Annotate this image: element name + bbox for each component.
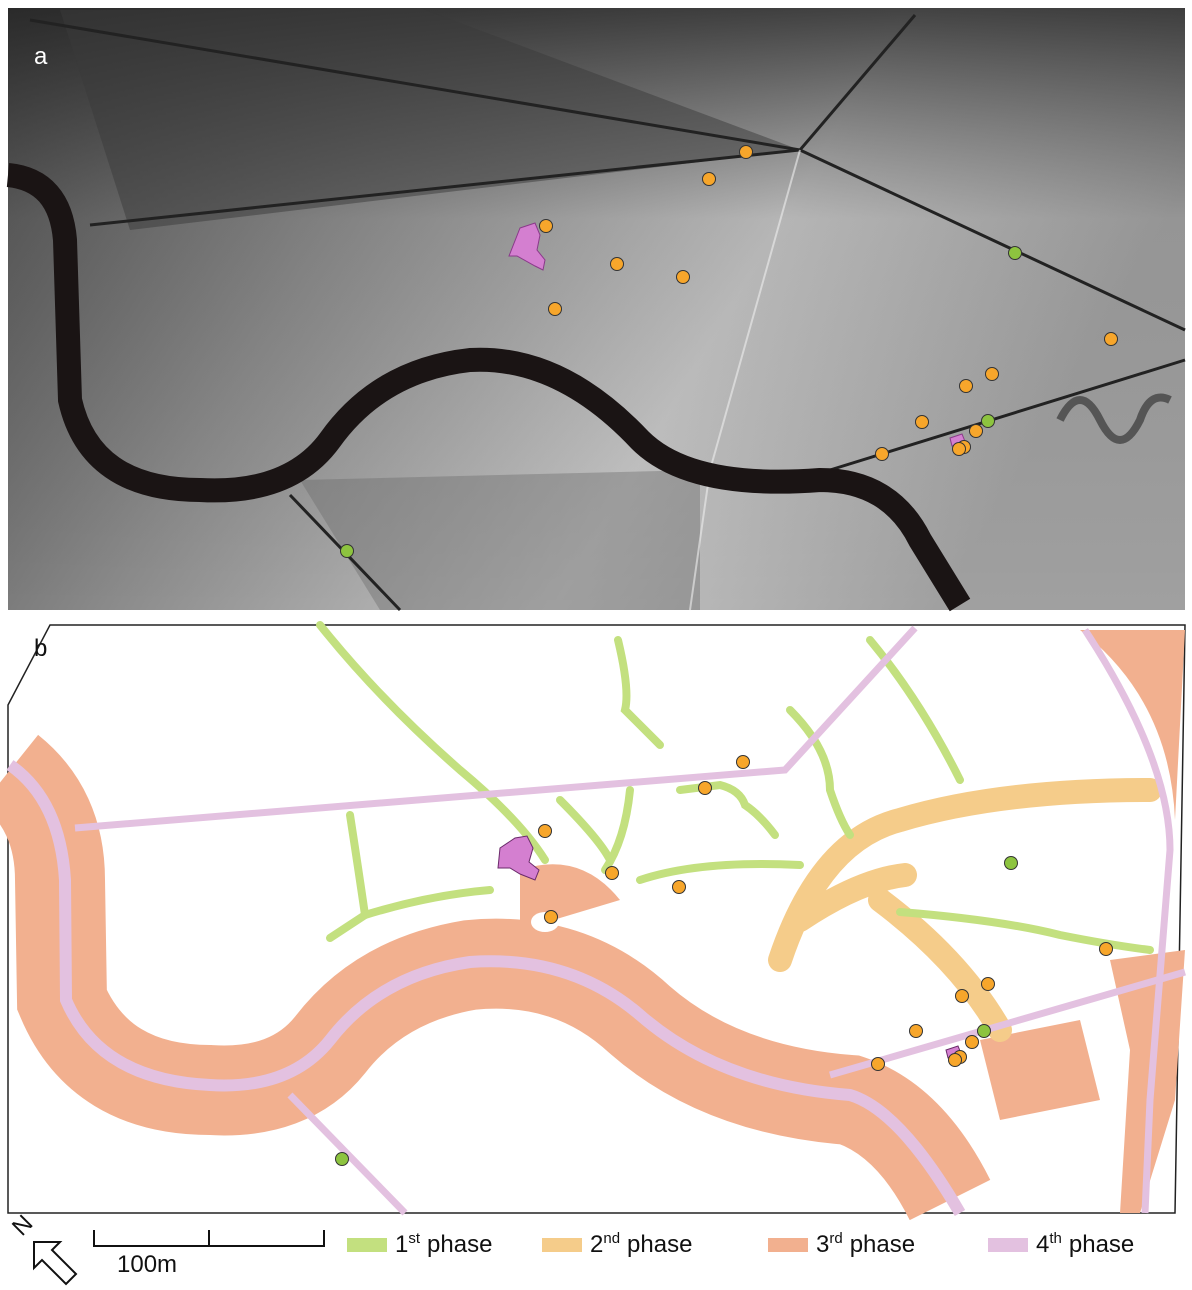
site xyxy=(677,271,690,284)
site xyxy=(549,303,562,316)
panel-label: a xyxy=(34,43,48,70)
site xyxy=(539,825,552,838)
site xyxy=(540,220,553,233)
site xyxy=(876,448,889,461)
site xyxy=(910,1025,923,1038)
site xyxy=(606,867,619,880)
site xyxy=(970,425,983,438)
site xyxy=(960,380,973,393)
figure: a xyxy=(0,0,1192,1290)
legend-swatch xyxy=(347,1238,387,1252)
site xyxy=(982,978,995,991)
legend-number: 1 xyxy=(395,1231,408,1258)
legend-text: phase xyxy=(627,1231,692,1258)
site xyxy=(1009,247,1022,260)
arrow xyxy=(34,1242,76,1284)
legend-number: 4 xyxy=(1036,1231,1049,1258)
site xyxy=(949,1054,962,1067)
legend-superscript: rd xyxy=(829,1230,842,1247)
site xyxy=(336,1153,349,1166)
site xyxy=(740,146,753,159)
site xyxy=(545,911,558,924)
site xyxy=(872,1058,885,1071)
site xyxy=(611,258,624,271)
legend-superscript: nd xyxy=(603,1230,620,1247)
legend-swatch xyxy=(542,1238,582,1252)
legend-superscript: st xyxy=(408,1230,421,1247)
site xyxy=(916,416,929,429)
panel-b: b xyxy=(8,625,1185,1213)
site xyxy=(341,545,354,558)
legend-swatch xyxy=(768,1238,808,1252)
site xyxy=(986,368,999,381)
legend-number: 3 xyxy=(816,1231,829,1258)
north-label: N xyxy=(7,1210,38,1241)
site xyxy=(1105,333,1118,346)
panel-a: a xyxy=(8,8,1185,610)
scale-line xyxy=(94,1230,324,1246)
scale-label: 100m xyxy=(117,1251,177,1278)
site xyxy=(956,990,969,1003)
site xyxy=(1005,857,1018,870)
site xyxy=(703,173,716,186)
site xyxy=(699,782,712,795)
site xyxy=(966,1036,979,1049)
legend-text: phase xyxy=(427,1231,492,1258)
site xyxy=(1100,943,1113,956)
legend-number: 2 xyxy=(590,1231,603,1258)
scale-bar: 100m xyxy=(94,1230,324,1278)
site xyxy=(982,415,995,428)
north-arrow: N xyxy=(7,1210,76,1284)
panel-label: b xyxy=(34,635,47,662)
legend-text: phase xyxy=(1069,1231,1134,1258)
legend-swatch xyxy=(988,1238,1028,1252)
site xyxy=(673,881,686,894)
legend-superscript: th xyxy=(1049,1230,1062,1247)
legend-text: phase xyxy=(850,1231,915,1258)
site xyxy=(953,443,966,456)
site xyxy=(737,756,750,769)
site xyxy=(978,1025,991,1038)
